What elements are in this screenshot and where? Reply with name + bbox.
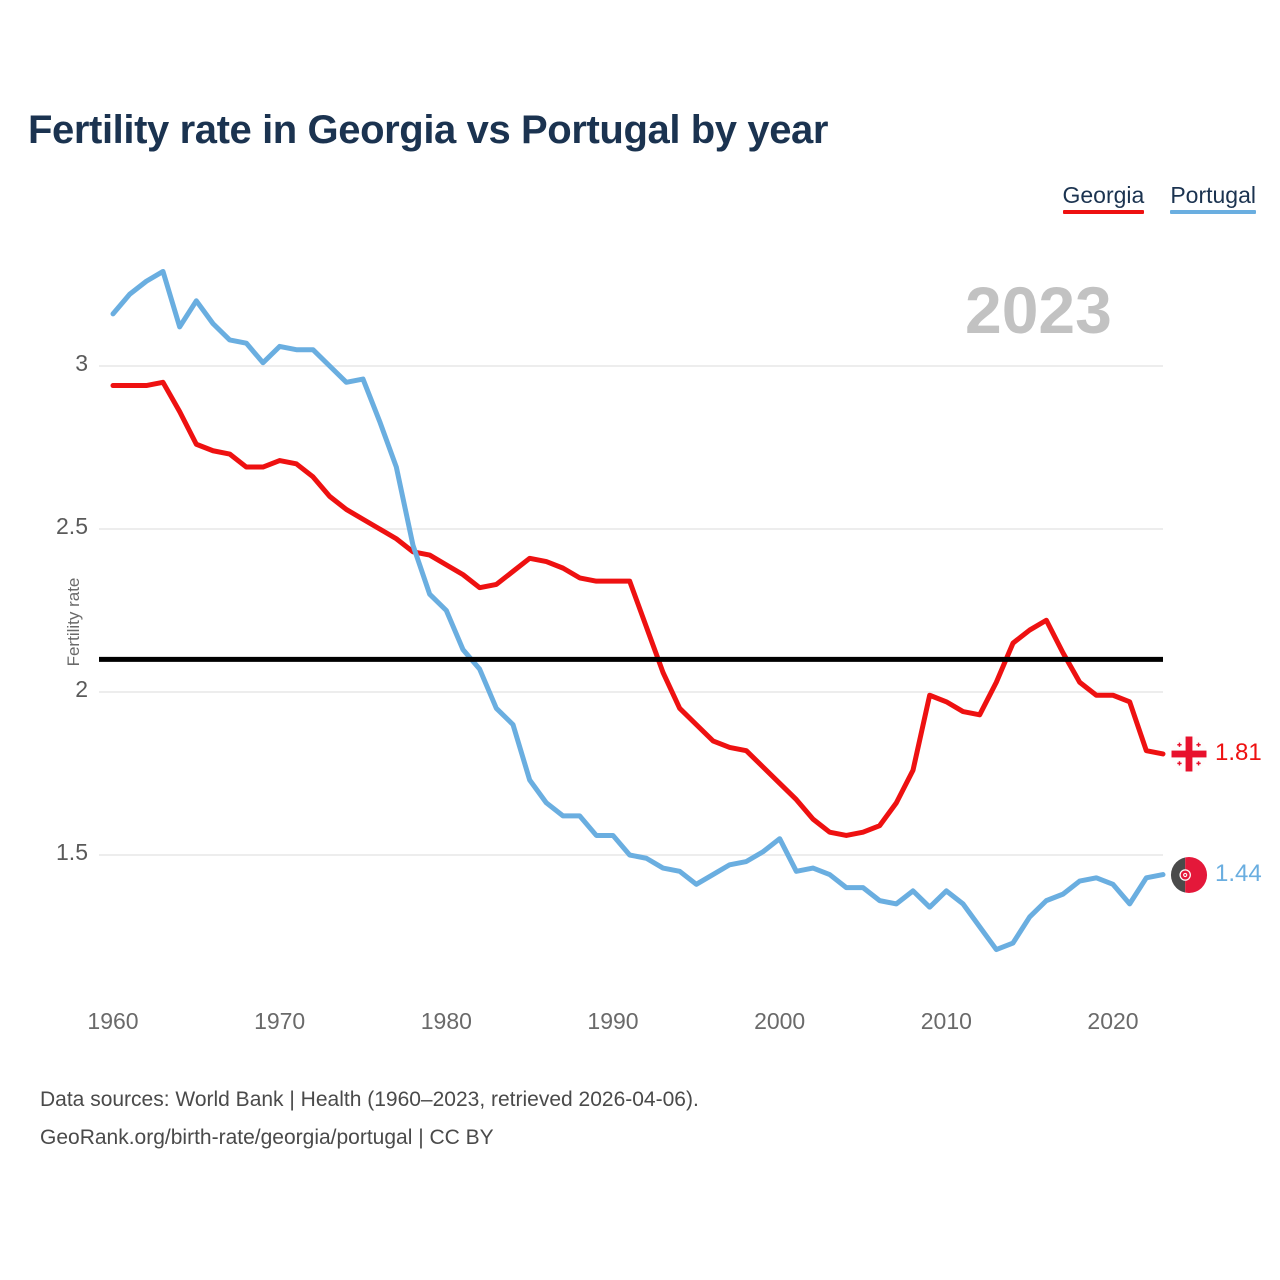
x-tick-1980: 1980 xyxy=(420,1008,472,1034)
x-tick-2020: 2020 xyxy=(1087,1008,1139,1034)
georgia-flag-icon xyxy=(1170,735,1208,772)
end-value-georgia: 1.81 xyxy=(1215,738,1262,766)
x-tick-1970: 1970 xyxy=(254,1008,306,1034)
legend-item-georgia[interactable]: Georgia xyxy=(1062,182,1145,214)
y-tick-1.5: 1.5 xyxy=(56,839,88,865)
series-line-georgia xyxy=(110,379,1166,838)
legend-label-georgia: Georgia xyxy=(1062,182,1145,208)
legend: Georgia Portugal xyxy=(1062,182,1256,214)
footer-attribution: GeoRank.org/birth-rate/georgia/portugal … xyxy=(40,1126,494,1149)
page-title: Fertility rate in Georgia vs Portugal by… xyxy=(28,108,829,152)
y-tick-2: 2 xyxy=(75,676,88,702)
series-line-portugal xyxy=(110,268,1166,953)
x-tick-2010: 2010 xyxy=(920,1008,972,1034)
legend-item-portugal[interactable]: Portugal xyxy=(1170,182,1256,214)
x-tick-1990: 1990 xyxy=(587,1008,639,1034)
y-tick-2.5: 2.5 xyxy=(56,513,88,539)
year-badge: 2023 xyxy=(965,273,1112,347)
x-tick-1960: 1960 xyxy=(87,1008,139,1034)
y-tick-3: 3 xyxy=(75,350,88,376)
footer-data-sources: Data sources: World Bank | Health (1960–… xyxy=(40,1088,699,1111)
legend-color-swatch-portugal xyxy=(1170,210,1256,214)
legend-label-portugal: Portugal xyxy=(1170,182,1256,208)
end-value-portugal: 1.44 xyxy=(1215,859,1262,887)
portugal-flag-icon xyxy=(1170,856,1208,893)
x-tick-2000: 2000 xyxy=(754,1008,806,1034)
legend-color-swatch-georgia xyxy=(1062,210,1145,214)
